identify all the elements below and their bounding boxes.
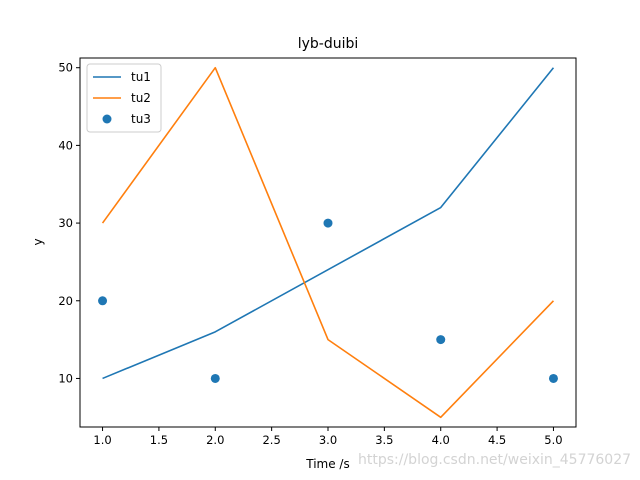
x-tick-label: 1.0 <box>93 433 111 447</box>
axes-frame <box>79 57 577 428</box>
watermark-text: https://blog.csdn.net/weixin_45776027 <box>358 452 632 468</box>
legend-swatch-tu3 <box>102 114 112 124</box>
scatter-point-tu3 <box>98 296 108 306</box>
scatter-point-tu3 <box>548 373 558 383</box>
x-axis-label: Time /s <box>305 457 349 471</box>
chart-title: lyb-duibi <box>298 36 359 52</box>
x-tick-label: 5.0 <box>544 433 562 447</box>
x-tick-label: 2.0 <box>206 433 224 447</box>
series-line-tu1 <box>102 67 555 380</box>
y-tick-label: 10 <box>58 371 73 385</box>
x-tick-label: 1.5 <box>150 433 168 447</box>
y-tick-label: 30 <box>58 216 73 230</box>
scatter-point-tu3 <box>210 373 220 383</box>
y-tick-label: 20 <box>58 294 73 308</box>
x-tick-label: 3.0 <box>319 433 337 447</box>
x-tick-label: 4.0 <box>432 433 450 447</box>
legend-label-tu1: tu1 <box>131 70 151 84</box>
x-tick-label: 4.5 <box>488 433 506 447</box>
legend-label-tu2: tu2 <box>131 91 151 105</box>
y-tick-label: 40 <box>58 138 73 152</box>
series-line-tu2 <box>101 66 555 419</box>
scatter-point-tu3 <box>436 335 446 345</box>
x-tick-label: 3.5 <box>375 433 393 447</box>
scatter-point-tu3 <box>323 218 333 228</box>
y-axis-label: y <box>31 238 45 245</box>
legend-label-tu3: tu3 <box>131 112 151 126</box>
y-tick-label: 50 <box>58 61 73 75</box>
x-tick-label: 2.5 <box>262 433 280 447</box>
plot-area: 1.0 1.5 2.0 2.5 3.0 3.5 4.0 4.5 5.0 10 20 30 40 50 tu1… <box>58 57 577 447</box>
